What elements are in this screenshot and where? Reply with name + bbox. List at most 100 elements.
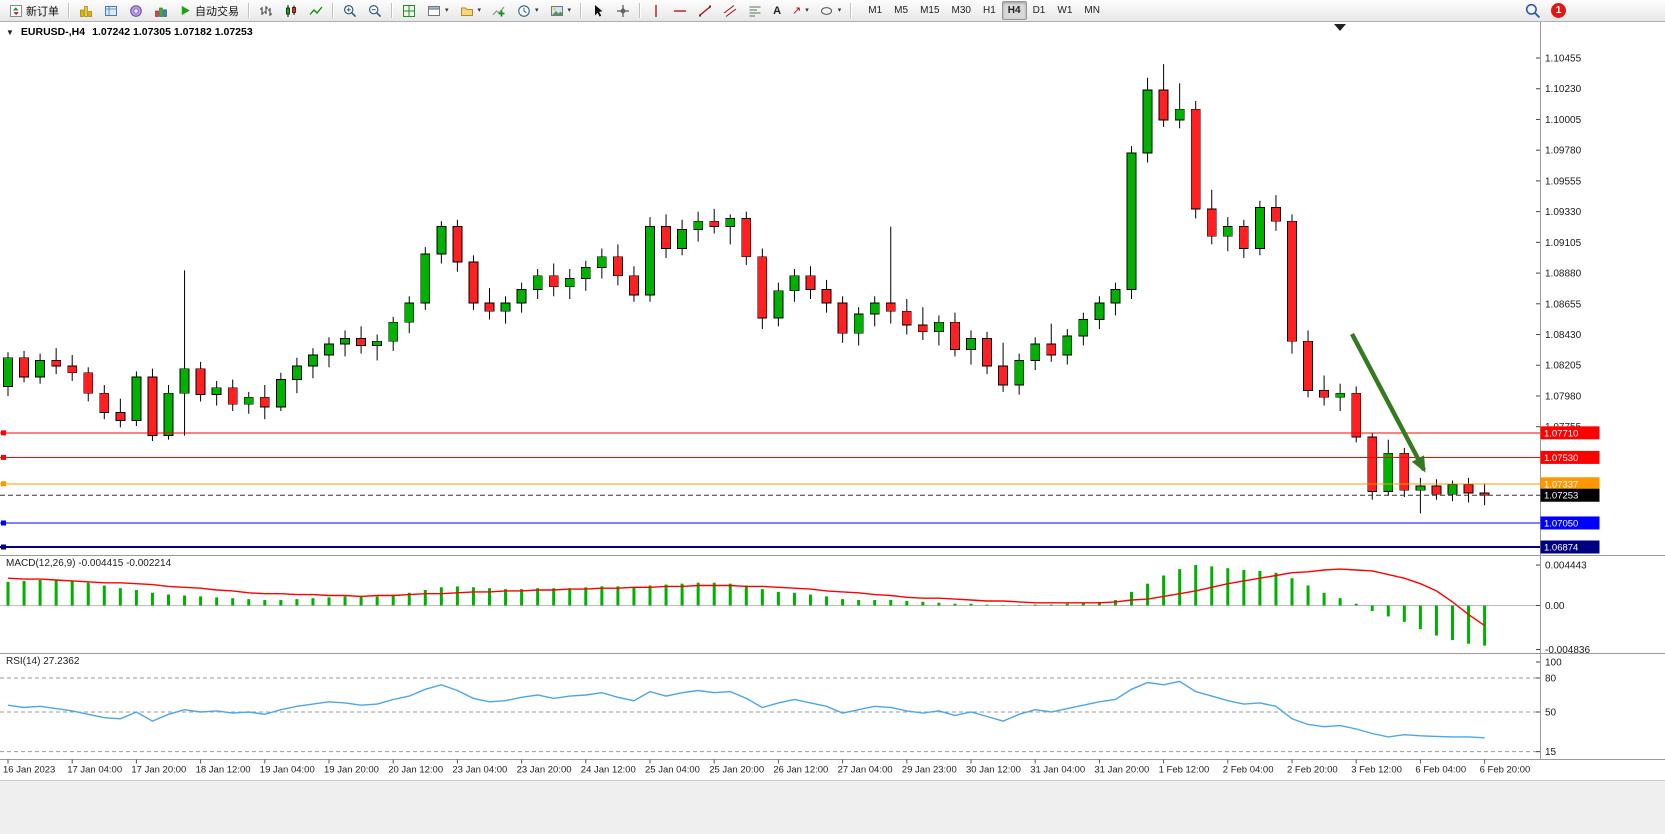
text-tool-button[interactable]: A (768, 0, 786, 21)
search-icon[interactable] (1525, 3, 1541, 19)
svg-text:31 Jan 20:00: 31 Jan 20:00 (1094, 765, 1149, 776)
notification-badge[interactable]: 1 (1551, 3, 1566, 18)
svg-text:19 Jan 04:00: 19 Jan 04:00 (260, 765, 315, 776)
trendline-button[interactable] (693, 0, 717, 21)
svg-text:0.00: 0.00 (1545, 601, 1565, 612)
timeframe-m1-button[interactable]: M1 (868, 5, 883, 16)
svg-text:30 Jan 12:00: 30 Jan 12:00 (966, 765, 1021, 776)
timeframe-m5-button[interactable]: M5 (894, 5, 909, 16)
indicators-button[interactable] (487, 0, 511, 21)
svg-text:27 Jan 04:00: 27 Jan 04:00 (838, 765, 893, 776)
svg-text:31 Jan 04:00: 31 Jan 04:00 (1030, 765, 1085, 776)
svg-text:1.07530: 1.07530 (1544, 453, 1578, 464)
chart-bars-button[interactable] (254, 0, 278, 21)
zoom-in-icon (343, 4, 357, 17)
chart-candles-button[interactable] (279, 0, 303, 21)
timeframe-m15-button[interactable]: M15 (920, 5, 940, 16)
periods-button[interactable]: ▾ (512, 0, 544, 21)
arrows-tool-button[interactable]: ↗ ▾ (787, 0, 814, 21)
toolbar-separator (580, 3, 583, 18)
svg-text:2 Feb 20:00: 2 Feb 20:00 (1287, 765, 1338, 776)
svg-text:1.07050: 1.07050 (1544, 518, 1578, 529)
channel-button[interactable] (718, 0, 742, 21)
auto-trading-label: 自动交易 (195, 5, 239, 18)
svg-text:1.09780: 1.09780 (1545, 146, 1582, 157)
market-watch-button[interactable] (74, 0, 98, 21)
zoom-in-button[interactable] (338, 0, 362, 21)
auto-trading-button[interactable]: 自动交易 (174, 0, 244, 21)
svg-text:23 Jan 20:00: 23 Jan 20:00 (517, 765, 572, 776)
vertical-line-icon (655, 4, 657, 17)
trend-arrow-object[interactable] (1350, 332, 1426, 473)
toolbar-separator (850, 3, 853, 18)
terminal-button[interactable] (124, 0, 148, 21)
price-axis[interactable]: 1.10455 1.10230 1.10005 1.09780 1.09555 1.093… (1536, 54, 1582, 434)
price-line-1.07050[interactable]: 1.07050 (0, 516, 1600, 530)
time-axis[interactable]: 16 Jan 2023 17 Jan 04:00 17 Jan 20:00 18 Ja… (3, 759, 1530, 776)
svg-text:2 Feb 04:00: 2 Feb 04:00 (1223, 765, 1274, 776)
fibonacci-button[interactable] (743, 0, 767, 21)
timeframe-m30-button[interactable]: M30 (951, 5, 971, 16)
crosshair-button[interactable] (611, 0, 635, 21)
rsi-label: RSI(14) 27.2362 (6, 656, 80, 667)
zoom-out-button[interactable] (363, 0, 387, 21)
svg-text:17 Jan 20:00: 17 Jan 20:00 (131, 765, 186, 776)
new-chart-button[interactable]: ▾ (422, 0, 454, 21)
strategy-tester-button[interactable] (149, 0, 173, 21)
timeframe-d1-button[interactable]: D1 (1032, 5, 1046, 16)
svg-text:6 Feb 04:00: 6 Feb 04:00 (1415, 765, 1466, 776)
vertical-line-button[interactable] (645, 0, 667, 21)
strategy-tester-icon (155, 7, 167, 17)
svg-text:1.07710: 1.07710 (1544, 428, 1578, 439)
price-line-1.07337[interactable]: 1.07337 (0, 477, 1600, 491)
tile-windows-button[interactable] (397, 0, 421, 21)
svg-text:-0.004836: -0.004836 (1545, 645, 1590, 656)
chart-symbol-period: EURUSD-,H4 (20, 26, 86, 38)
main-toolbar: 新订单 (0, 0, 1665, 22)
chevron-down-icon: ▾ (567, 7, 572, 14)
svg-text:15: 15 (1545, 747, 1557, 758)
toolbar-separator (248, 3, 250, 18)
timeframe-w1-button[interactable]: W1 (1057, 5, 1073, 16)
chart-title: ▼ EURUSD-,H4 1.07242 1.07305 1.07182 1.0… (6, 26, 253, 38)
trendline-icon (699, 5, 712, 16)
svg-text:100: 100 (1545, 658, 1562, 669)
cursor-button[interactable] (586, 0, 610, 21)
chevron-down-icon: ▾ (805, 7, 809, 14)
equidistant-channel-icon (723, 4, 737, 17)
shapes-tool-button[interactable]: ▾ (815, 0, 847, 21)
terminal-icon (130, 4, 142, 17)
svg-text:1.10455: 1.10455 (1545, 54, 1582, 65)
horizontal-line-button[interactable] (668, 0, 692, 21)
profiles-button[interactable]: ▾ (455, 0, 487, 21)
svg-text:1.09105: 1.09105 (1545, 238, 1582, 249)
svg-text:50: 50 (1545, 708, 1557, 719)
timeframe-mn-button[interactable]: MN (1084, 5, 1100, 16)
price-line-1.07710[interactable]: 1.07710 (0, 426, 1600, 440)
chevron-down-icon: ▾ (445, 7, 449, 14)
templates-button[interactable]: ▾ (545, 0, 577, 21)
chart-shift-marker[interactable] (1334, 24, 1346, 31)
price-line-1.06874[interactable]: 1.06874 (0, 540, 1600, 554)
svg-text:1.07337: 1.07337 (1544, 479, 1578, 490)
chart-line-button[interactable] (304, 0, 328, 21)
fibonacci-icon (749, 6, 761, 16)
svg-text:1.08655: 1.08655 (1545, 299, 1582, 310)
price-line-1.07530[interactable]: 1.07530 (0, 450, 1600, 464)
timeframe-h4-button[interactable]: H4 (1001, 1, 1027, 20)
crosshair-icon (617, 4, 630, 17)
svg-text:25 Jan 04:00: 25 Jan 04:00 (645, 765, 700, 776)
clock-icon (518, 4, 530, 17)
new-order-button[interactable]: 新订单 (4, 0, 64, 21)
symbol-dropdown-icon[interactable]: ▼ (6, 27, 14, 37)
arrow-tool-icon: ↗ (792, 5, 802, 17)
timeframe-h1-button[interactable]: H1 (982, 5, 996, 16)
chevron-down-icon: ▾ (837, 7, 842, 14)
line-chart-icon (309, 6, 323, 15)
toolbar-separator (391, 3, 393, 18)
svg-text:29 Jan 23:00: 29 Jan 23:00 (902, 765, 957, 776)
bar-chart-icon (260, 5, 272, 16)
navigator-button[interactable] (99, 0, 123, 21)
